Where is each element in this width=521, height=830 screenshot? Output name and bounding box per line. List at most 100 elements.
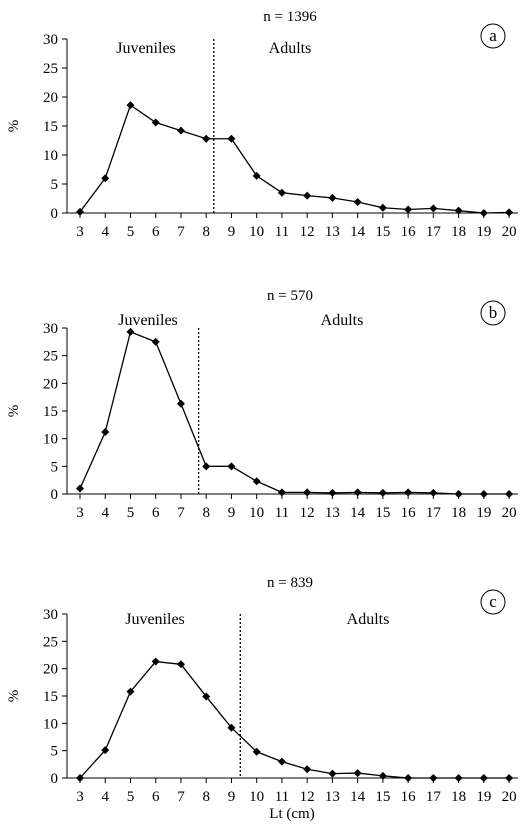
y-tick-label: 0 <box>51 487 59 503</box>
data-point <box>126 101 135 110</box>
x-tick-label: 8 <box>202 505 210 521</box>
x-tick-label: 6 <box>152 505 160 521</box>
x-tick-label: 14 <box>350 505 366 521</box>
x-tick-label: 3 <box>76 505 84 521</box>
data-point <box>252 747 261 756</box>
data-point <box>101 746 110 755</box>
x-tick-label: 15 <box>375 789 390 805</box>
y-tick-label: 10 <box>43 148 58 164</box>
x-axis-label: Lt (cm) <box>269 806 314 822</box>
x-tick-label: 20 <box>502 789 517 805</box>
chart-panel-b: 0 5 10 15 20 25 30 3 4 5 6 7 8 9 10 11 12 13 14 15 16 17 18 19 2… <box>6 288 518 521</box>
x-tick-label: 10 <box>249 505 264 521</box>
chart-title: n = 839 <box>267 575 313 591</box>
y-tick-label: 30 <box>43 32 58 48</box>
data-point <box>227 462 236 471</box>
data-point <box>176 660 185 669</box>
x-tick-label: 18 <box>451 505 466 521</box>
x-tick-label: 6 <box>152 224 160 240</box>
x-tick-label: 13 <box>325 224 340 240</box>
y-tick-label: 25 <box>43 634 58 650</box>
y-tick-label: 25 <box>43 61 58 77</box>
y-tick-label: 20 <box>43 376 58 392</box>
x-tick-label: 20 <box>502 224 517 240</box>
data-point <box>378 488 387 497</box>
data-point <box>328 193 337 202</box>
x-tick-label: 3 <box>76 224 84 240</box>
x-tick-label: 15 <box>375 505 390 521</box>
x-tick-label: 8 <box>202 789 210 805</box>
y-tick-label: 30 <box>43 607 58 623</box>
y-tick-label: 5 <box>51 744 59 760</box>
x-tick-label: 14 <box>350 224 366 240</box>
region-label-adults: Adults <box>347 611 390 628</box>
panel-label: a <box>489 26 497 45</box>
data-point <box>505 208 514 217</box>
data-point <box>353 769 362 778</box>
x-tick-label: 19 <box>476 505 491 521</box>
y-axis-label: % <box>6 690 22 703</box>
x-tick-label: 12 <box>300 505 315 521</box>
x-tick-label: 11 <box>275 505 289 521</box>
x-tick-label: 10 <box>249 789 264 805</box>
data-point <box>227 134 236 143</box>
x-tick-label: 11 <box>275 224 289 240</box>
y-tick-label: 5 <box>51 177 59 193</box>
x-tick-label: 3 <box>76 789 84 805</box>
data-point <box>252 477 261 486</box>
data-point <box>126 327 135 336</box>
data-point <box>151 337 160 346</box>
y-axis-label: % <box>6 120 22 133</box>
y-tick-label: 0 <box>51 771 59 787</box>
x-tick-label: 18 <box>451 224 466 240</box>
data-point <box>151 118 160 127</box>
data-point <box>76 774 84 782</box>
data-point <box>303 488 312 497</box>
y-tick-label: 20 <box>43 662 58 678</box>
y-tick-label: 15 <box>43 404 58 420</box>
region-label-adults: Adults <box>269 40 312 57</box>
x-tick-label: 16 <box>401 789 417 805</box>
x-tick-label: 19 <box>476 224 491 240</box>
x-tick-label: 9 <box>228 789 236 805</box>
x-tick-label: 17 <box>426 224 442 240</box>
data-point <box>101 174 110 183</box>
data-point <box>227 723 236 732</box>
data-point <box>353 197 362 206</box>
data-point <box>202 134 211 143</box>
x-tick-label: 8 <box>202 224 210 240</box>
data-point <box>429 774 438 782</box>
data-point <box>429 204 438 213</box>
x-tick-label: 11 <box>275 789 289 805</box>
series-line <box>79 330 510 495</box>
x-tick-label: 10 <box>249 224 264 240</box>
x-tick-label: 4 <box>101 224 109 240</box>
x-tick-label: 15 <box>375 224 390 240</box>
data-point <box>176 126 185 135</box>
data-point <box>479 774 488 782</box>
data-point <box>505 774 514 782</box>
data-point <box>277 188 286 197</box>
x-tick-label: 5 <box>127 789 135 805</box>
data-point <box>454 490 463 498</box>
panel-label-circle <box>480 589 506 615</box>
data-point <box>151 657 160 666</box>
x-tick-label: 4 <box>101 789 109 805</box>
x-tick-label: 16 <box>401 505 417 521</box>
x-tick-label: 18 <box>451 789 466 805</box>
series-line <box>79 104 510 214</box>
data-point <box>303 765 312 774</box>
y-tick-label: 30 <box>43 321 58 337</box>
panel-label-circle <box>480 23 506 49</box>
panel-label: b <box>489 303 498 322</box>
y-tick-label: 15 <box>43 119 58 135</box>
data-point <box>404 774 413 782</box>
x-tick-label: 5 <box>127 505 135 521</box>
x-tick-label: 7 <box>177 505 185 521</box>
chart-title: n = 1396 <box>263 9 317 25</box>
y-tick-label: 10 <box>43 432 58 448</box>
data-point <box>202 692 211 701</box>
x-tick-label: 12 <box>300 224 315 240</box>
data-point <box>202 462 211 471</box>
